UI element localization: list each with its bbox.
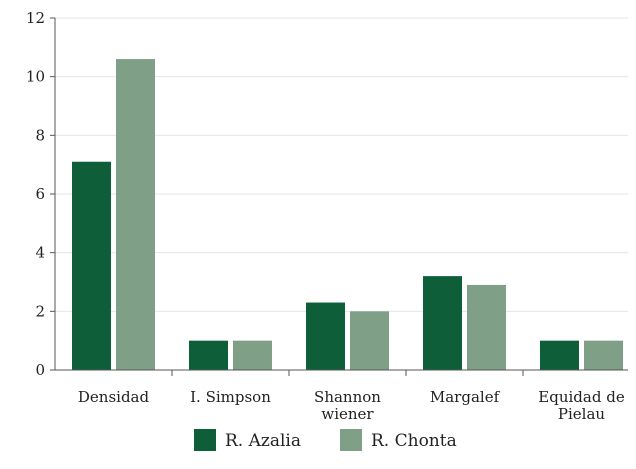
y-tick-label: 6 (35, 185, 45, 203)
x-category-label: Margalef (430, 388, 501, 406)
y-tick-label: 8 (35, 126, 45, 144)
x-category-label: Equidad de (538, 388, 625, 406)
y-tick-label: 0 (35, 361, 45, 379)
bar-azalia (423, 276, 462, 370)
x-category-label: Shannon (314, 388, 381, 406)
x-category-label: wiener (321, 405, 374, 423)
x-category-label: Densidad (78, 388, 150, 406)
y-tick-label: 12 (26, 9, 45, 27)
bar-chonta (584, 340, 623, 370)
bar-chonta (116, 59, 155, 371)
y-tick-label: 4 (35, 244, 45, 262)
bar-azalia (189, 340, 228, 370)
bar-chonta (467, 284, 506, 370)
x-category-label: I. Simpson (190, 388, 271, 406)
bar-chonta (350, 311, 389, 370)
bar-azalia (540, 340, 579, 370)
legend-swatch-azalia (194, 429, 216, 451)
bar-azalia (72, 161, 111, 370)
bar-chonta (233, 340, 272, 370)
legend-swatch-chonta (340, 429, 362, 451)
legend-label-chonta: R. Chonta (371, 431, 457, 451)
x-category-label: Pielau (558, 405, 606, 423)
bar-azalia (306, 302, 345, 370)
y-tick-label: 10 (26, 68, 45, 86)
legend-label-azalia: R. Azalia (225, 431, 301, 451)
y-tick-label: 2 (35, 302, 45, 320)
